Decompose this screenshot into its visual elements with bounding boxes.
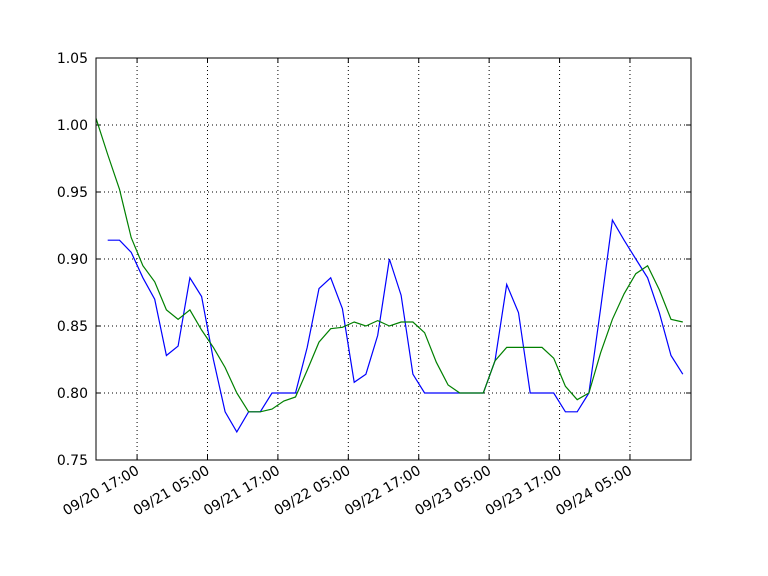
x-tick-label: 09/22 05:00: [272, 463, 354, 519]
y-tick-label: 1.05: [57, 51, 88, 67]
y-tick-label: 0.80: [57, 386, 88, 402]
x-tick-label: 09/20 17:00: [60, 463, 142, 519]
y-tick-label: 0.95: [57, 185, 88, 201]
y-tick-label: 0.90: [57, 252, 88, 268]
y-tick-label: 1.00: [57, 118, 88, 134]
x-tick-label: 09/23 17:00: [483, 463, 565, 519]
x-tick-label: 09/21 05:00: [131, 463, 213, 519]
y-tick-label: 0.85: [57, 319, 88, 335]
y-tick-label: 0.75: [57, 453, 88, 469]
series-line: [95, 118, 683, 413]
series-line: [107, 218, 684, 434]
x-tick-label: 09/21 17:00: [201, 463, 283, 519]
x-tick-label: 09/23 05:00: [412, 463, 494, 519]
x-tick-label: 09/22 17:00: [342, 463, 424, 519]
x-tick-label: 09/24 05:00: [553, 463, 635, 519]
plot-frame: [95, 57, 692, 461]
